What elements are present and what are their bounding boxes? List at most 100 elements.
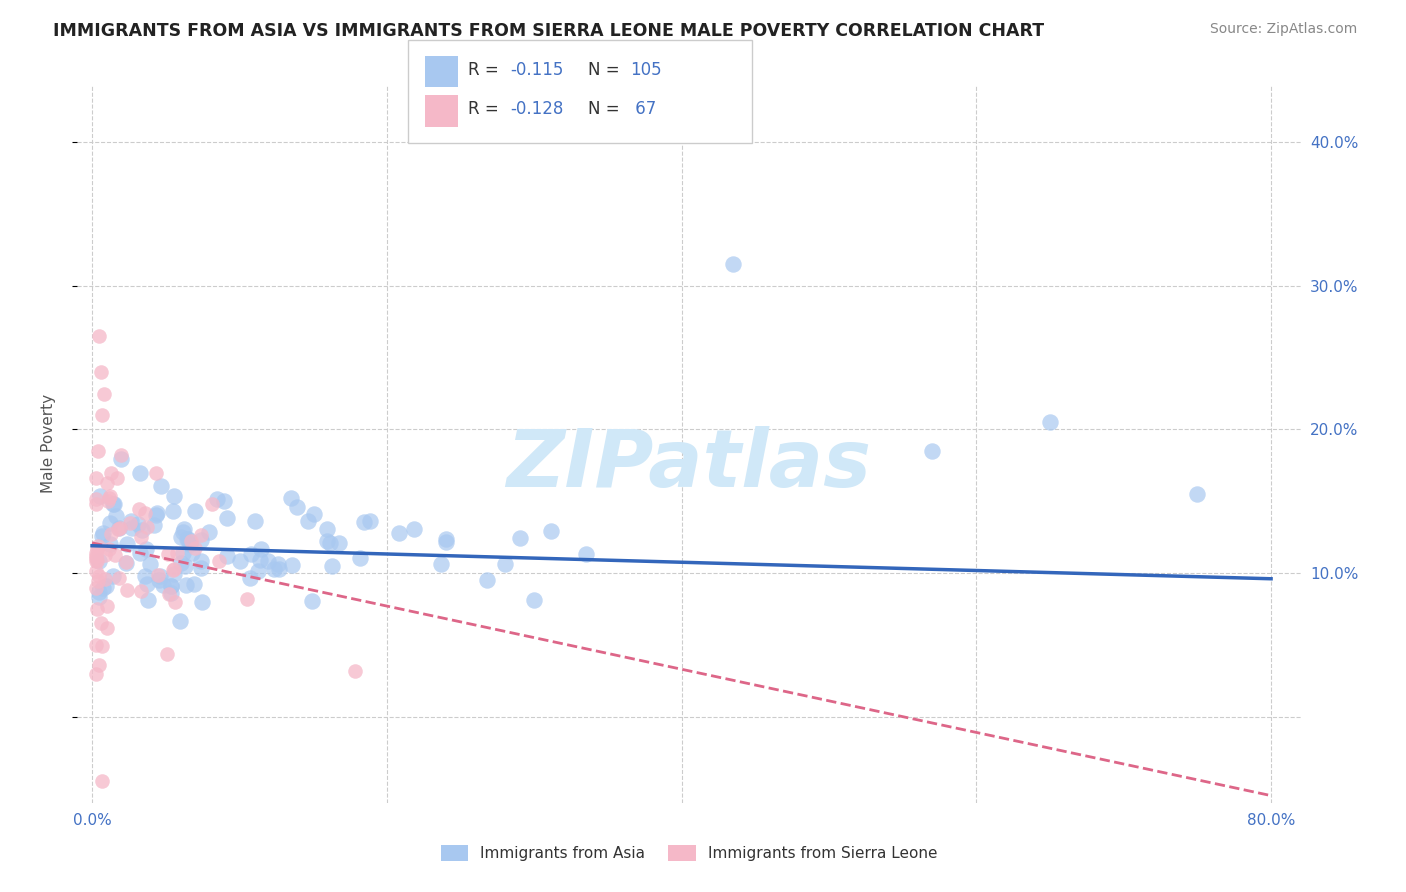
Point [160,579,183,593]
Point [174,578,197,592]
Text: IMMIGRANTS FROM ASIA VS IMMIGRANTS FROM SIERRA LEONE MALE POVERTY CORRELATION CH: IMMIGRANTS FROM ASIA VS IMMIGRANTS FROM … [53,22,1045,40]
Point [297,514,319,528]
Point [108,520,131,534]
Point [239,571,262,585]
Point [157,587,180,601]
Point [148,573,170,587]
Point [180,546,202,560]
Text: 105: 105 [630,61,661,78]
Point [86,553,108,567]
Point [96,621,118,635]
Point [108,571,131,585]
Point [139,558,162,572]
Point [163,562,186,576]
Point [190,533,212,548]
Point [115,582,138,597]
Point [198,525,221,540]
Point [246,564,269,578]
Point [98,516,121,530]
Point [301,594,323,608]
Point [120,515,142,529]
Point [87,569,110,583]
Point [315,533,337,548]
Point [183,577,205,591]
Point [127,516,149,531]
Point [208,554,231,568]
Point [146,506,169,520]
Point [136,593,159,607]
Point [86,546,108,560]
Point [180,534,202,549]
Point [129,529,152,543]
Point [86,492,108,507]
Point [152,577,174,591]
Point [190,528,212,542]
Point [183,503,205,517]
Point [190,595,212,609]
Point [87,444,110,458]
Point [110,448,132,462]
Point [169,614,191,628]
Point [250,541,273,556]
Point [349,551,371,566]
Point [96,476,118,491]
Point [217,549,239,564]
Point [285,500,308,514]
Point [149,479,172,493]
Point [280,491,302,506]
Point [143,517,166,532]
Point [145,508,167,522]
Point [121,521,143,535]
Point [229,554,252,568]
Point [104,508,127,523]
Point [94,548,117,562]
Point [131,524,153,538]
Point [91,529,114,543]
Point [91,581,114,595]
Point [115,556,138,570]
Point [172,546,194,560]
Point [430,557,453,571]
Point [117,537,139,551]
Point [86,549,108,564]
Point [434,532,457,546]
Point [190,561,212,575]
Point [86,542,108,557]
Point [91,640,114,654]
Point [86,667,108,681]
Point [97,493,120,508]
Point [128,502,150,516]
Point [135,541,157,556]
Point [156,547,179,561]
Point [104,548,127,562]
Point [101,569,124,583]
Point [114,555,136,569]
Point [148,567,170,582]
Point [86,497,108,511]
Point [263,562,285,576]
Point [93,386,115,401]
Point [86,601,108,615]
Point [86,554,108,568]
Point [170,556,193,570]
Point [183,541,205,556]
Point [162,504,184,518]
Text: Source: ZipAtlas.com: Source: ZipAtlas.com [1209,22,1357,37]
Text: R =: R = [468,61,505,78]
Point [302,508,325,522]
Point [134,506,156,520]
Point [98,541,121,556]
Point [215,511,238,525]
Point [98,489,121,503]
Point [172,524,194,539]
Point [86,638,108,652]
Text: -0.128: -0.128 [510,100,564,118]
Point [89,585,111,599]
Point [149,569,172,583]
Point [173,522,195,536]
Point [159,579,181,593]
Point [163,567,186,582]
Point [120,516,142,531]
Point [101,497,124,511]
Point [236,591,259,606]
